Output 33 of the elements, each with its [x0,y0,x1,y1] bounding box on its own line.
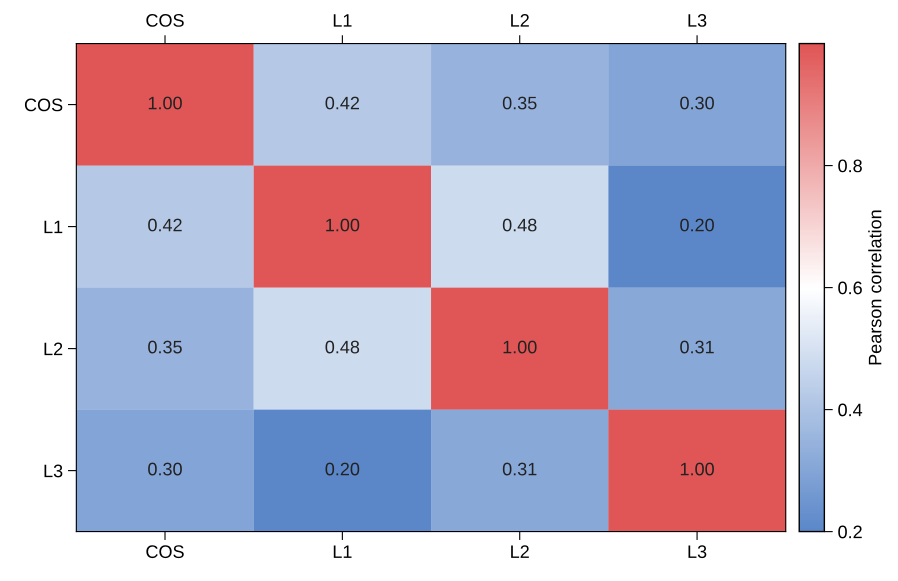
y-tick-label: L2 [44,342,62,356]
y-tick-label: COS [24,98,62,112]
category-label: COS [146,14,184,27]
data-label: 1.00 [504,340,537,354]
x-tick-label: L3 [688,545,706,558]
color-bar-label: 0.6 [838,282,862,294]
data-label: 1.00 [148,96,182,110]
data-label: 0.31 [680,340,714,354]
data-label: 0.31 [502,462,536,476]
color-bar-label: 0.4 [838,404,862,416]
data-label: 0.48 [502,218,537,232]
data-label: 0.35 [148,340,182,354]
data-label: 0.42 [326,96,360,110]
color-bar-label: 0.8 [838,160,862,172]
category-label: L3 [688,14,706,27]
x-tick-label: L2 [511,545,529,558]
data-label: 1.00 [680,462,714,476]
data-label: 0.20 [326,462,360,476]
category-label: L2 [511,14,529,27]
data-label: 0.30 [148,462,182,476]
category-label: L1 [334,14,352,27]
data-label: 0.42 [148,218,182,232]
x-tick-label: COS [146,545,184,558]
color-bar-label: 0.2 [838,526,862,538]
data-label: 0.30 [680,96,714,110]
y-tick-label: L1 [44,220,62,234]
y-tick-label: L3 [44,464,62,478]
data-label: 0.48 [326,340,360,354]
data-label: 0.35 [502,96,537,110]
color-bar-title: Pearson correlation [868,210,882,364]
data-label: 0.20 [680,218,714,232]
data-label: 1.00 [326,218,360,232]
x-tick-label: L1 [334,545,352,558]
